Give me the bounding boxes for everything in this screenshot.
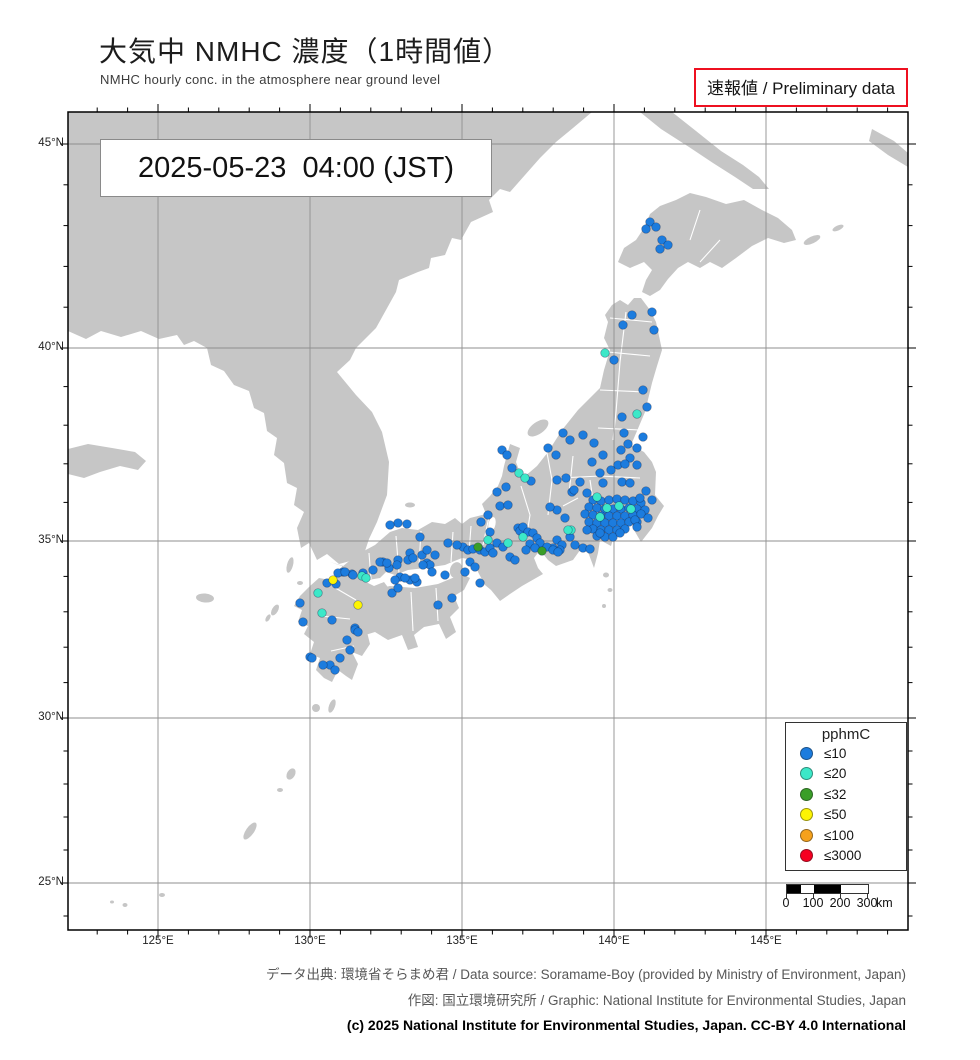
scale-label-200: 200	[829, 896, 851, 910]
scale-bar	[786, 884, 869, 894]
legend-row-50: ≤50	[786, 805, 906, 826]
lon-label-135e: 135°E	[446, 935, 478, 947]
lon-label-130e: 130°E	[294, 935, 326, 947]
legend-row-100: ≤100	[786, 825, 906, 846]
scale-tick	[813, 893, 814, 898]
legend-label: ≤20	[824, 766, 847, 782]
legend-label: ≤50	[824, 807, 847, 823]
lon-label-145e: 145°E	[750, 935, 782, 947]
lon-label-140e: 140°E	[598, 935, 630, 947]
lat-label-30n: 30°N	[38, 711, 64, 723]
scale-unit: km	[876, 896, 893, 910]
legend-dot-orange	[800, 828, 813, 842]
scale-tick	[786, 893, 787, 898]
legend-dot-cyan	[800, 767, 813, 781]
legend-label: ≤3000	[824, 848, 862, 864]
scale-seg	[841, 885, 868, 893]
legend-label: ≤100	[824, 827, 854, 843]
scale-tick	[867, 893, 868, 898]
legend-dot-green	[800, 787, 813, 801]
legend-dot-blue	[800, 746, 813, 760]
scale-seg	[800, 885, 814, 893]
legend-row-20: ≤20	[786, 764, 906, 785]
lon-label-125e: 125°E	[142, 935, 174, 947]
legend-dot-red	[800, 849, 813, 863]
legend-dot-yellow	[800, 808, 813, 822]
scale-label-0: 0	[782, 896, 790, 910]
scale-seg	[787, 885, 801, 893]
legend-row-10: ≤10	[786, 743, 906, 764]
scale-label-100: 100	[802, 896, 824, 910]
legend-label: ≤10	[824, 745, 847, 761]
page-title: 大気中 NMHC 濃度（1時間値）	[99, 36, 512, 67]
scale-label-300: 300	[856, 896, 878, 910]
page-subtitle: NMHC hourly conc. in the atmosphere near…	[100, 72, 441, 87]
legend-title: pphmC	[821, 726, 871, 743]
legend: pphmC ≤10 ≤20 ≤32 ≤50 ≤100 ≤3000	[785, 722, 907, 871]
preliminary-data-badge: 速報値 / Preliminary data	[694, 68, 908, 107]
lat-label-25n: 25°N	[38, 876, 64, 888]
legend-label: ≤32	[824, 786, 847, 802]
timestamp-box: 2025-05-23 04:00 (JST)	[100, 139, 492, 197]
scale-tick	[840, 893, 841, 898]
lat-label-40n: 40°N	[38, 341, 64, 353]
footer-copyright: (c) 2025 National Institute for Environm…	[346, 1017, 906, 1033]
lat-label-35n: 35°N	[38, 534, 64, 546]
lat-label-45n: 45°N	[38, 137, 64, 149]
scale-seg	[814, 885, 841, 893]
legend-row-3000: ≤3000	[786, 846, 906, 867]
footer-data-source: データ出典: 環境省そらまめ君 / Data source: Soramame-…	[266, 967, 906, 982]
footer-graphic-credit: 作図: 国立環境研究所 / Graphic: National Institut…	[407, 993, 906, 1008]
legend-row-32: ≤32	[786, 784, 906, 805]
